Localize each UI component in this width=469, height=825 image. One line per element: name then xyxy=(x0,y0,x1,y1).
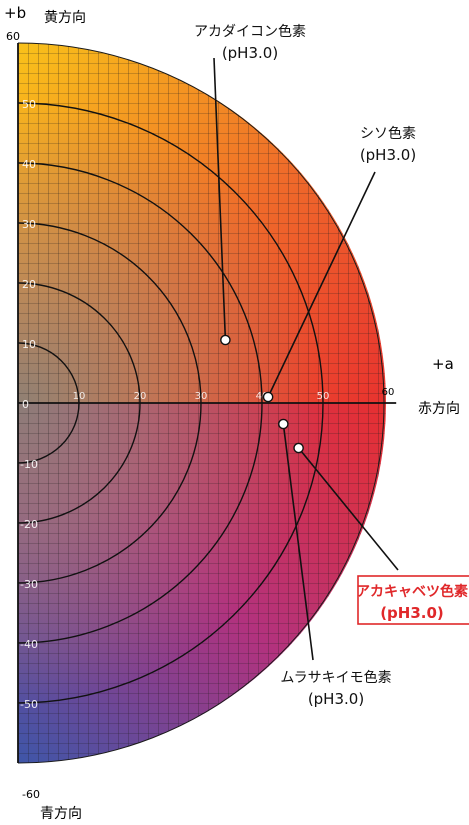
point-leader-line xyxy=(267,171,376,398)
point-label-condition: (pH3.0) xyxy=(222,44,278,62)
point-label-condition: (pH3.0) xyxy=(380,604,444,622)
b-tick-label: -50 xyxy=(20,698,38,711)
a-axis-direction: 赤方向 xyxy=(418,401,460,417)
b-tick-label: -20 xyxy=(20,518,38,531)
b-tick-label: 10 xyxy=(22,338,36,351)
b-tick-label: 50 xyxy=(22,98,36,111)
b-tick-label: -30 xyxy=(20,578,38,591)
b-tick-label: 40 xyxy=(22,158,36,171)
a-tick-label: 30 xyxy=(195,391,208,402)
tick-labels: 10 20 30 40 50 60 60 50 40 30 20 10 0 -10 -20 -30 -40 -50… xyxy=(6,30,394,801)
data-point xyxy=(220,334,231,346)
b-bottom-direction: 青方向 xyxy=(40,806,82,822)
b-tick-label: 20 xyxy=(22,278,36,291)
a-tick-label: 10 xyxy=(73,391,86,402)
point-leader-line xyxy=(213,57,227,341)
data-point xyxy=(293,442,304,454)
point-label-name: アカキャベツ色素 xyxy=(356,583,468,600)
b-tick-label: 0 xyxy=(22,398,29,411)
a-tick-label: 60 xyxy=(382,387,395,398)
b-tick-label: -40 xyxy=(20,638,38,651)
a-tick-label: 20 xyxy=(134,391,147,402)
data-point xyxy=(262,391,274,403)
point-label-name: アカダイコン色素 xyxy=(194,23,306,40)
b-tick-label: -60 xyxy=(22,788,40,801)
point-label-name: ムラサキイモ色素 xyxy=(280,669,391,686)
b-tick-label: 60 xyxy=(6,30,20,43)
axes xyxy=(17,43,397,763)
a-tick-label: 40 xyxy=(256,391,269,402)
highlight-box xyxy=(357,575,469,625)
point-label-condition: (pH3.0) xyxy=(308,690,364,708)
point-leader-line xyxy=(297,447,399,571)
b-tick-label: 30 xyxy=(22,218,36,231)
a-tick-label: 50 xyxy=(317,391,330,402)
b-tick-label: -10 xyxy=(20,458,38,471)
b-axis-label: +b xyxy=(4,4,26,22)
point-label-condition: (pH3.0) xyxy=(360,146,416,164)
b-top-direction: 黄方向 xyxy=(44,9,86,26)
point-label-name: シソ色素 xyxy=(360,125,416,142)
point-leader-line xyxy=(282,423,314,661)
data-points: アカダイコン色素 (pH3.0) シソ色素 (pH3.0) ムラサキイモ色素 (pH3.0… xyxy=(194,23,469,708)
data-point xyxy=(278,418,289,430)
a-axis-label: +a xyxy=(432,355,454,373)
